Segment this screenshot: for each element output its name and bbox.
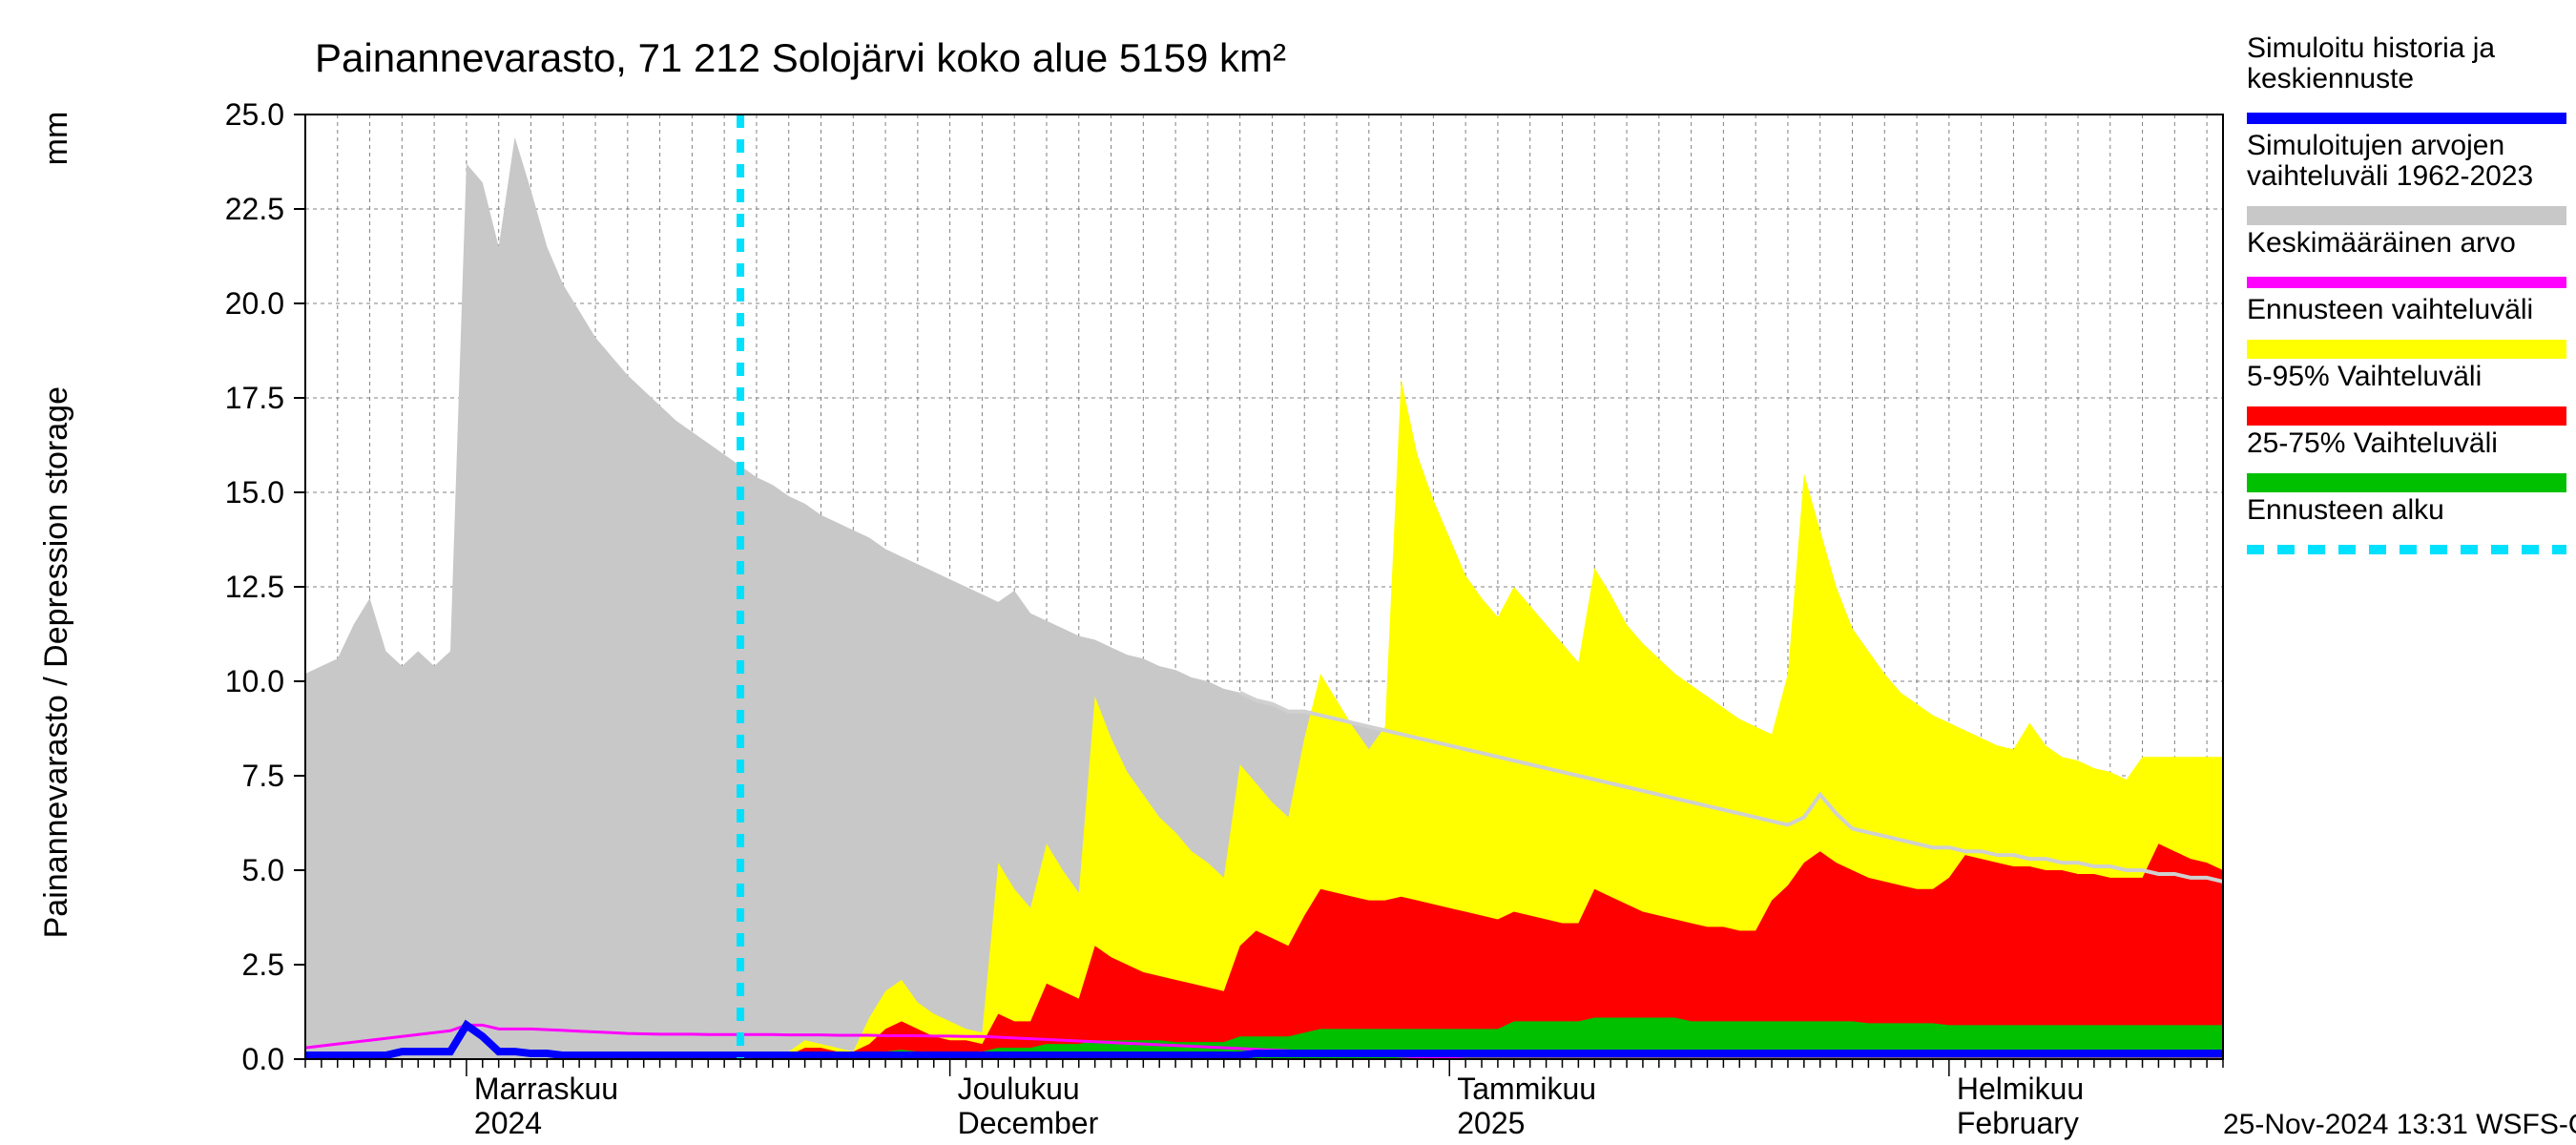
x-month-label-top: Joulukuu [958,1072,1080,1106]
legend-label: Ennusteen vaihteluväli [2247,294,2533,325]
y-tick-label: 12.5 [225,570,284,604]
y-tick-label: 20.0 [225,286,284,321]
y-axis-label: Painannevarasto / Depression storage [38,386,74,938]
chart-container: 0.0 2.5 5.0 7.5 10.0 12.5 15.0 17.5 20.0 22.5 25.0… [0,0,2576,1145]
y-tick-label: 10.0 [225,664,284,698]
legend-swatch [2247,340,2566,359]
y-tick-label: 22.5 [225,192,284,226]
chart-title: Painannevarasto, 71 212 Solojärvi koko a… [315,35,1286,80]
x-month-label-bottom: February [1957,1106,2079,1140]
footer-timestamp: 25-Nov-2024 13:31 WSFS-O [2223,1109,2576,1140]
legend-swatch [2247,473,2566,492]
y-tick-label: 17.5 [225,381,284,415]
legend-label: keskiennuste [2247,63,2414,94]
legend-swatch [2247,406,2566,426]
y-tick-label: 7.5 [242,759,284,793]
legend-label: 25-75% Vaihteluväli [2247,427,2498,459]
y-tick-label: 5.0 [242,853,284,887]
legend-swatch [2247,113,2566,124]
x-month-label-bottom: 2024 [474,1106,542,1140]
legend-label: vaihteluväli 1962-2023 [2247,160,2533,192]
x-month-label-top: Helmikuu [1957,1072,2084,1106]
legend-label: Ennusteen alku [2247,494,2444,526]
legend-swatch [2247,206,2566,225]
legend-label: 5-95% Vaihteluväli [2247,361,2482,392]
x-month-label-bottom: 2025 [1457,1106,1525,1140]
legend-label: Simuloitu historia ja [2247,32,2495,64]
x-month-label-top: Marraskuu [474,1072,618,1106]
x-month-label-bottom: December [958,1106,1099,1140]
y-tick-label: 0.0 [242,1042,284,1076]
y-tick-label: 25.0 [225,97,284,132]
y-tick-label: 15.0 [225,475,284,510]
chart-svg: 0.0 2.5 5.0 7.5 10.0 12.5 15.0 17.5 20.0 22.5 25.0… [0,0,2576,1145]
y-tick-label: 2.5 [242,947,284,982]
legend-swatch [2247,277,2566,288]
y-axis-unit: mm [38,112,74,166]
legend-label: Simuloitujen arvojen [2247,130,2504,161]
legend-label: Keskimääräinen arvo [2247,227,2516,259]
x-month-label-top: Tammikuu [1457,1072,1596,1106]
